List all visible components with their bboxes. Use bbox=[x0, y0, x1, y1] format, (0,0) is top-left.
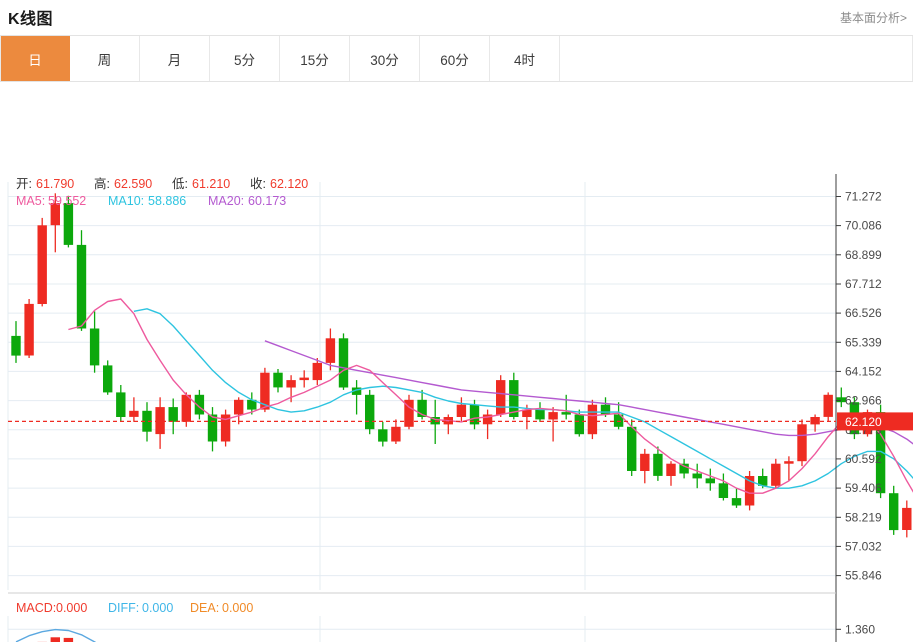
page-title: K线图 bbox=[8, 11, 54, 28]
macd-lines bbox=[15, 628, 97, 642]
dea-label: DEA: bbox=[190, 601, 219, 615]
macd-tick-label: 1.360 bbox=[845, 622, 875, 636]
close-value: 62.120 bbox=[270, 177, 308, 191]
price-tick-label: 67.712 bbox=[845, 277, 882, 291]
ma20-label: MA20: bbox=[208, 194, 244, 208]
price-tick-label: 60.592 bbox=[845, 452, 882, 466]
kline-chart-container[interactable]: 71.272 70.086 68.899 67.712 66.526 65.339 64.1… bbox=[0, 82, 913, 642]
price-tick-label: 55.846 bbox=[845, 569, 882, 583]
fundamental-analysis-link[interactable]: 基本面分析> bbox=[839, 11, 907, 25]
ma10-value: 58.886 bbox=[148, 194, 186, 208]
tab-month[interactable]: 月 bbox=[140, 36, 210, 81]
tab-30min[interactable]: 30分 bbox=[350, 36, 420, 81]
price-tick-label: 71.272 bbox=[845, 190, 882, 204]
last-price-marker: 62.120 bbox=[8, 412, 913, 431]
macd-label: MACD: bbox=[16, 601, 56, 615]
ma5-label: MA5: bbox=[16, 194, 45, 208]
moving-average-lines bbox=[68, 298, 913, 494]
ohlc-legend: 开: 61.790 高: 62.590 低: 61.210 收: 62.120 bbox=[16, 176, 308, 191]
price-tick-label: 64.152 bbox=[845, 364, 882, 378]
price-tick-label: 62.966 bbox=[845, 394, 882, 408]
tab-15min[interactable]: 15分 bbox=[280, 36, 350, 81]
candlestick-series bbox=[11, 193, 912, 538]
macd-legend: MACD: 0.000 DIFF: 0.000 DEA: 0.000 bbox=[16, 601, 253, 615]
price-axis: 71.272 70.086 68.899 67.712 66.526 65.339 64.1… bbox=[835, 174, 882, 594]
last-price-badge-text: 62.120 bbox=[845, 415, 882, 429]
tab-5min[interactable]: 5分 bbox=[210, 36, 280, 81]
high-value: 62.590 bbox=[114, 177, 152, 191]
open-label: 开: bbox=[16, 177, 32, 191]
price-tick-label: 59.406 bbox=[845, 481, 882, 495]
ma5-value: 59.552 bbox=[48, 194, 86, 208]
low-value: 61.210 bbox=[192, 177, 230, 191]
ma10-label: MA10: bbox=[108, 194, 144, 208]
tab-week[interactable]: 周 bbox=[70, 36, 140, 81]
ma-legend: MA5: 59.552 MA10: 58.886 MA20: 60.173 bbox=[16, 194, 286, 208]
price-tick-label: 65.339 bbox=[845, 335, 882, 349]
kline-chart-svg[interactable]: 71.272 70.086 68.899 67.712 66.526 65.339 64.1… bbox=[0, 82, 913, 642]
price-tick-label: 58.219 bbox=[845, 510, 882, 524]
price-tick-label: 57.032 bbox=[845, 539, 882, 553]
low-label: 低: bbox=[172, 177, 188, 191]
price-tick-label: 68.899 bbox=[845, 248, 882, 262]
macd-grid bbox=[7, 616, 837, 642]
last-price-badge bbox=[837, 412, 913, 431]
diff-label: DIFF: bbox=[108, 601, 139, 615]
macd-axis: 1.3600.500-0.360-1.220 bbox=[835, 594, 875, 642]
dea-value: 0.000 bbox=[222, 601, 253, 615]
tab-day[interactable]: 日 bbox=[0, 36, 70, 81]
period-tab-bar: 日 周 月 5分 15分 30分 60分 4时 bbox=[0, 36, 913, 82]
open-value: 61.790 bbox=[36, 177, 74, 191]
ma20-value: 60.173 bbox=[248, 194, 286, 208]
tab-60min[interactable]: 60分 bbox=[420, 36, 490, 81]
diff-value: 0.000 bbox=[142, 601, 173, 615]
macd-value: 0.000 bbox=[56, 601, 87, 615]
price-grid bbox=[7, 182, 837, 590]
close-label: 收: bbox=[250, 177, 266, 191]
price-tick-label: 70.086 bbox=[845, 219, 882, 233]
high-label: 高: bbox=[94, 176, 110, 191]
page-header: K线图 基本面分析> bbox=[0, 0, 913, 36]
price-tick-label: 66.526 bbox=[845, 306, 882, 320]
macd-histogram bbox=[37, 637, 74, 642]
tab-bar-filler bbox=[560, 36, 913, 81]
tab-4hour[interactable]: 4时 bbox=[490, 36, 560, 81]
